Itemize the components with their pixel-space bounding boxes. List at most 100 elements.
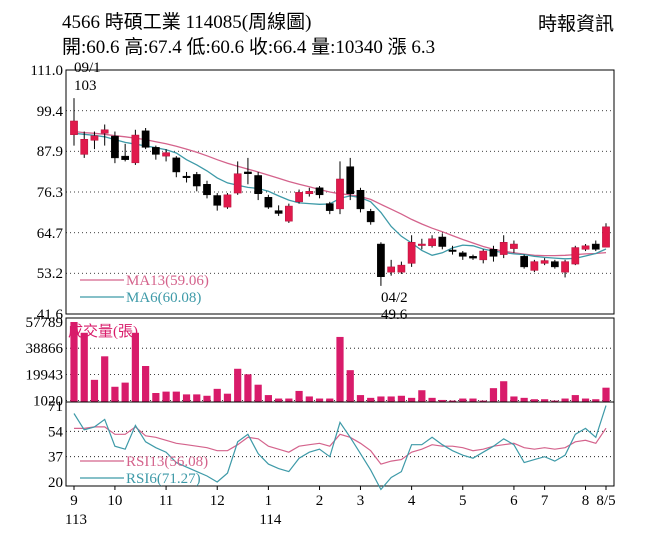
volume-bar: [336, 336, 344, 402]
x-tick-year-label: 114: [259, 512, 281, 528]
volume-bar: [489, 388, 498, 402]
volume-title: 成交量(張): [68, 322, 138, 340]
volume-bar: [182, 394, 191, 402]
candle-body: [366, 211, 375, 223]
candle-body: [100, 129, 109, 134]
candle-body: [489, 249, 498, 257]
candle-body: [540, 260, 549, 264]
volume-bar: [469, 398, 477, 402]
volume-bar: [459, 398, 467, 402]
candle-body: [561, 261, 569, 273]
volume-bar: [408, 397, 416, 402]
candle-body: [387, 266, 396, 273]
low-value-label: 49.6: [381, 307, 408, 323]
candle-body: [121, 155, 130, 160]
volume-bar: [438, 399, 446, 402]
candle-body: [233, 173, 242, 194]
volume-bar: [500, 381, 508, 402]
volume-bar: [152, 393, 160, 402]
price-panel: 111.0 99.4 87.9 76.3 64.7 53.2 41.6 MA13(59.06)…: [30, 60, 615, 323]
price-tick-label: 76.3: [37, 185, 63, 201]
volume-bar: [285, 398, 293, 402]
volume-bar: [561, 398, 569, 402]
ma-legend-label-1: MA6(60.08): [126, 290, 201, 306]
candle-body: [315, 187, 324, 196]
x-tick-label: 6: [510, 493, 518, 509]
volume-bar: [541, 399, 549, 402]
volume-bar: [70, 322, 78, 402]
candle-body: [223, 194, 232, 208]
candle-body: [530, 261, 539, 271]
x-axis: 9 113 10 11 12 1 114 2 3 4 5 6 7 8 8/5: [65, 486, 616, 528]
rsi-tick-label: 71: [48, 399, 63, 415]
volume-bar: [581, 398, 590, 402]
candle-body: [469, 256, 477, 259]
x-tick-label: 2: [316, 493, 324, 509]
ma-legend-label-0: MA13(59.06): [126, 273, 209, 289]
volume-bar: [448, 400, 457, 402]
rsi-tick-label: 37: [48, 450, 64, 466]
candle-body: [172, 157, 181, 173]
volume-bar: [121, 382, 129, 402]
volume-bar: [571, 395, 579, 402]
volume-bar: [223, 393, 232, 402]
candle-body: [448, 249, 457, 252]
volume-bar: [377, 396, 385, 402]
candle-body: [336, 178, 344, 210]
volume-bar: [234, 368, 242, 402]
price-tick-label: 64.7: [37, 226, 64, 242]
candle-body: [581, 245, 590, 250]
volume-bar: [326, 398, 334, 402]
volume-bar: [530, 399, 538, 402]
volume-bar: [428, 397, 436, 402]
x-tick-label: 3: [357, 493, 365, 509]
volume-bar: [305, 396, 313, 402]
candle-body: [571, 247, 580, 265]
volume-tick-label: 1020: [33, 394, 63, 410]
volume-bar: [111, 386, 119, 402]
price-tick-label: 53.2: [37, 266, 63, 282]
candle-body: [203, 184, 211, 196]
x-tick-label: 5: [459, 493, 467, 509]
candle-body: [438, 236, 447, 247]
rsi-line-0: [74, 426, 607, 465]
rsi-panel: 71 54 37 20 RSI13(56.08)RSI6(71.27): [48, 399, 615, 491]
candle-body: [346, 166, 355, 195]
volume-bar: [315, 398, 324, 402]
candle-body: [377, 243, 385, 277]
x-tick-label: 8: [582, 493, 590, 509]
price-tick-label: 41.6: [37, 307, 64, 323]
volume-tick-label: 38866: [26, 341, 64, 357]
volume-bar: [397, 395, 405, 402]
rsi-tick-label: 20: [48, 475, 63, 491]
candle-body: [417, 243, 426, 246]
candle-body: [182, 175, 191, 178]
volume-bar: [203, 395, 211, 402]
candle-body: [305, 191, 314, 195]
candle-body: [397, 264, 406, 273]
candle-body: [80, 139, 89, 155]
candle-body: [356, 189, 365, 210]
x-tick-label: 10: [107, 493, 122, 509]
volume-bar: [520, 397, 528, 402]
candle-body: [141, 130, 150, 148]
x-tick-label: 8/5: [596, 493, 615, 509]
volume-bar: [551, 400, 559, 402]
x-tick-label: 12: [210, 493, 225, 509]
volume-bar: [193, 394, 201, 402]
rsi-frame: [65, 401, 615, 487]
volume-bar: [213, 388, 221, 402]
candle-body: [295, 192, 303, 203]
candle-body: [90, 135, 99, 141]
volume-bar: [275, 398, 283, 402]
candle-body: [274, 210, 283, 214]
candle-body: [510, 243, 518, 249]
candle-body: [479, 250, 488, 261]
candle-body: [192, 174, 201, 187]
candle-body: [602, 226, 610, 248]
candle-body: [111, 135, 119, 159]
volume-bar: [367, 397, 375, 402]
volume-bar: [264, 395, 272, 402]
volume-panel: 57789 38866 19943 1020 成交量(張): [26, 315, 615, 410]
